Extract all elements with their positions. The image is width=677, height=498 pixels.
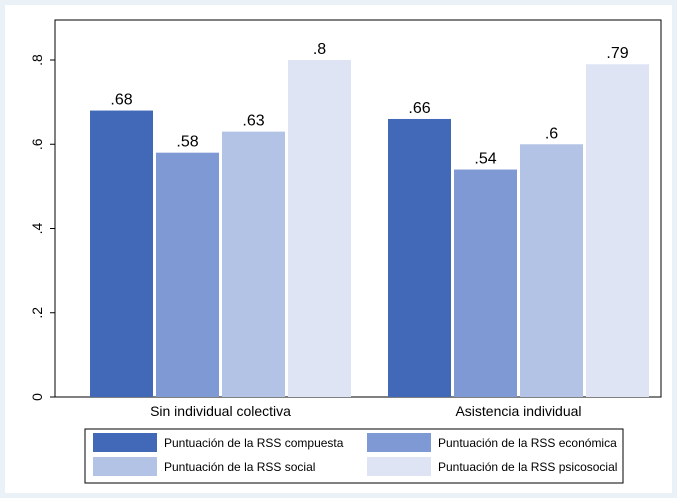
x-category-label: Asistencia individual <box>455 403 581 419</box>
chart-frame: 0 .2 .4 .6 .8 .68 .58 .63 .8 Sin individual colec… <box>5 5 672 493</box>
legend-label: Puntuación de la RSS psicosocial <box>438 460 617 474</box>
x-category-label: Sin individual colectiva <box>150 403 291 419</box>
data-label: .8 <box>313 41 326 58</box>
data-label: .54 <box>474 151 496 168</box>
data-label: .79 <box>606 45 628 62</box>
y-tick-label: .2 <box>29 307 45 319</box>
legend-label: Puntuación de la RSS económica <box>438 436 617 450</box>
bar <box>454 169 517 397</box>
y-tick-label: .6 <box>29 138 45 150</box>
plot-area: 0 .2 .4 .6 .8 .68 .58 .63 .8 Sin individual colec… <box>29 19 662 419</box>
legend-swatch <box>367 457 431 476</box>
data-label: .6 <box>545 125 558 142</box>
bar-chart: 0 .2 .4 .6 .8 .68 .58 .63 .8 Sin individual colec… <box>29 19 662 484</box>
legend-swatch <box>93 433 157 452</box>
bar <box>156 152 219 397</box>
bar <box>222 131 285 398</box>
data-label: .58 <box>176 134 198 151</box>
legend-swatch <box>93 457 157 476</box>
bar <box>520 144 583 397</box>
legend: Puntuación de la RSS compuesta Puntuación… <box>84 428 624 484</box>
bar <box>90 110 153 398</box>
y-tick-label: 0 <box>29 393 45 401</box>
legend-label: Puntuación de la RSS social <box>164 460 315 474</box>
y-tick-label: .4 <box>29 222 45 234</box>
data-label: .68 <box>110 92 132 109</box>
bar <box>586 64 649 398</box>
bar <box>288 60 351 397</box>
y-tick-label: .8 <box>29 54 45 66</box>
legend-box <box>84 428 624 484</box>
bar <box>388 118 451 397</box>
data-label: .63 <box>242 113 264 130</box>
legend-label: Puntuación de la RSS compuesta <box>164 436 344 450</box>
data-label: .66 <box>408 100 430 117</box>
legend-swatch <box>367 433 431 452</box>
